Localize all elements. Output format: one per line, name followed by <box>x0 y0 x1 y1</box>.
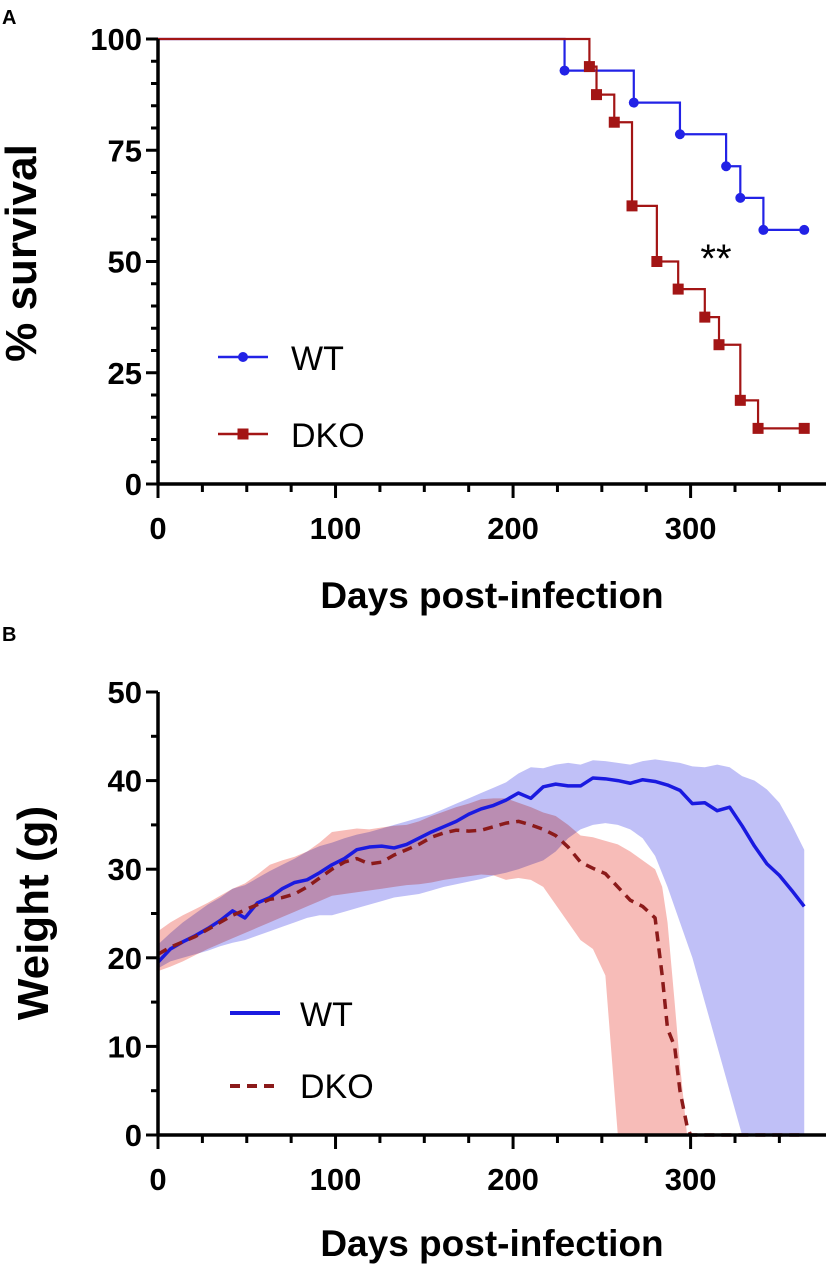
error-band-wt <box>158 759 805 1135</box>
x-tick-label: 200 <box>487 1162 539 1197</box>
survival-point-wt <box>721 161 732 172</box>
panel-b-legend: WT DKO <box>230 996 374 1106</box>
x-tick-label: 100 <box>310 1162 362 1197</box>
panel-b-bands <box>158 759 805 1135</box>
legend-wt-marker <box>238 352 248 362</box>
survival-point-wt <box>758 224 769 235</box>
panel-a-legend: WT DKO <box>218 340 365 455</box>
legend-wt-label: WT <box>291 340 344 378</box>
y-tick-label: 0 <box>125 467 142 502</box>
y-tick-label: 30 <box>108 852 142 887</box>
legend-dko-label: DKO <box>300 1068 374 1106</box>
y-tick-label: 40 <box>108 764 142 799</box>
x-tick-label: 100 <box>310 511 362 546</box>
survival-point-wt <box>735 192 746 203</box>
y-tick-label: 10 <box>108 1029 142 1064</box>
survival-point-dko <box>713 339 725 351</box>
panel-a-x-axis-title: Days post-infection <box>320 575 663 616</box>
legend-dko-label: DKO <box>291 417 365 455</box>
significance-annotation: ** <box>700 237 731 281</box>
panel-a-y-axis-title: % survival <box>0 144 46 362</box>
legend-wt-label: WT <box>300 996 353 1034</box>
y-tick-label: 25 <box>108 356 142 391</box>
y-tick-label: 75 <box>108 133 142 168</box>
weight-line-dko <box>157 819 805 1137</box>
x-tick-label: 0 <box>149 511 166 546</box>
survival-point-dko <box>651 256 663 267</box>
y-tick-label: 50 <box>108 675 142 710</box>
y-tick-label: 50 <box>108 245 142 280</box>
y-tick-label: 0 <box>125 1118 142 1153</box>
survival-point-dko <box>734 394 746 406</box>
survival-point-dko <box>591 89 603 101</box>
x-tick-label: 300 <box>665 1162 717 1197</box>
x-tick-label: 300 <box>665 511 717 546</box>
panel-b-x-axis-title: Days post-infection <box>320 1223 663 1264</box>
x-tick-label: 200 <box>487 511 539 546</box>
survival-point-wt <box>674 129 685 140</box>
survival-point-wt <box>559 65 570 76</box>
panel-a-survival-chart: A 0 25 50 75 100 0 100 200 300 % survival Days p… <box>0 7 826 616</box>
x-tick-label: 0 <box>149 1162 166 1197</box>
panel-b-label: B <box>2 624 16 646</box>
survival-point-wt <box>799 224 810 235</box>
survival-point-dko <box>752 422 764 434</box>
survival-point-dko <box>608 116 620 128</box>
panel-b-weight-chart: B 0 10 20 30 40 50 0 100 200 300 Weight (g) Days … <box>2 624 826 1264</box>
panel-b-series <box>156 776 806 1137</box>
panel-a-label: A <box>2 7 16 29</box>
survival-point-dko <box>699 311 711 323</box>
survival-point-dko <box>626 200 638 212</box>
panel-a-axes: 0 25 50 75 100 0 100 200 300 <box>90 22 826 546</box>
panel-a-series <box>158 37 810 434</box>
legend-dko-marker <box>237 428 249 440</box>
y-tick-label: 20 <box>108 941 142 976</box>
survival-line-wt <box>158 37 805 232</box>
y-tick-label: 100 <box>90 22 142 57</box>
survival-point-dko <box>672 283 684 295</box>
panel-b-axes: 0 10 20 30 40 50 0 100 200 300 <box>108 675 826 1197</box>
panel-b-y-axis-title: Weight (g) <box>9 806 58 1020</box>
survival-point-dko <box>798 422 810 434</box>
survival-line-dko <box>158 37 805 430</box>
survival-point-wt <box>628 97 639 108</box>
survival-point-dko <box>583 61 595 73</box>
